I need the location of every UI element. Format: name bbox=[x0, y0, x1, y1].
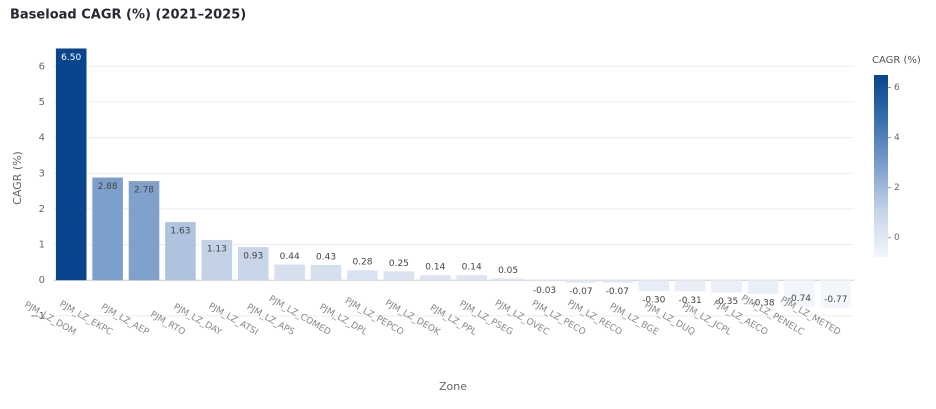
value-label: 2.88 bbox=[98, 182, 118, 192]
value-label: 0.43 bbox=[316, 252, 336, 262]
y-tick-label: 1 bbox=[39, 240, 45, 251]
y-tick-label: 0 bbox=[39, 275, 45, 286]
value-label: -0.38 bbox=[751, 298, 775, 308]
colorbar bbox=[874, 75, 888, 257]
value-label: 1.13 bbox=[207, 244, 227, 254]
bar bbox=[201, 239, 233, 281]
bar bbox=[565, 280, 597, 283]
value-label: 0.14 bbox=[425, 263, 445, 273]
colorbar-tick-label: 4 bbox=[894, 133, 900, 143]
value-label: 1.63 bbox=[170, 227, 190, 237]
value-label: -0.35 bbox=[715, 297, 738, 307]
colorbar-tick-label: 0 bbox=[894, 233, 900, 243]
bar bbox=[92, 177, 123, 281]
bar bbox=[55, 48, 87, 281]
value-label: -0.74 bbox=[788, 294, 812, 304]
colorbar-tick-label: 6 bbox=[894, 83, 900, 93]
value-label: 2.78 bbox=[134, 186, 154, 196]
bar bbox=[602, 280, 633, 283]
value-label: -0.31 bbox=[679, 296, 702, 306]
value-label: 0.05 bbox=[498, 266, 518, 276]
colorbar-tick-label: 2 bbox=[894, 183, 900, 193]
bar bbox=[274, 264, 305, 281]
bar bbox=[711, 280, 742, 293]
y-tick-label: 4 bbox=[39, 133, 45, 144]
value-label: -0.07 bbox=[606, 287, 629, 297]
bar bbox=[820, 280, 852, 308]
value-label: 0.25 bbox=[389, 259, 409, 269]
value-label: 0.44 bbox=[280, 252, 300, 262]
bar bbox=[310, 264, 342, 281]
bar bbox=[383, 271, 415, 281]
bar bbox=[784, 280, 815, 307]
value-label: 0.14 bbox=[462, 263, 482, 273]
bar bbox=[747, 280, 779, 294]
bar bbox=[347, 270, 378, 281]
bar bbox=[492, 278, 524, 281]
value-label: 6.50 bbox=[61, 53, 81, 63]
colorbar-title: CAGR (%) bbox=[872, 55, 921, 66]
value-label: 0.28 bbox=[352, 258, 372, 268]
bar bbox=[237, 247, 269, 281]
y-tick-label: 5 bbox=[39, 97, 45, 108]
bar bbox=[529, 280, 560, 282]
chart-title: Baseload CAGR (%) (2021–2025) bbox=[10, 8, 246, 23]
bar bbox=[420, 275, 451, 281]
bar bbox=[165, 222, 196, 281]
value-label: -0.03 bbox=[533, 286, 556, 296]
y-tick-label: −1 bbox=[30, 311, 45, 322]
bar bbox=[674, 280, 706, 292]
x-axis-title: Zone bbox=[439, 380, 467, 393]
value-label: -0.77 bbox=[824, 295, 847, 305]
y-tick-label: 3 bbox=[39, 168, 45, 179]
y-axis-title: CAGR (%) bbox=[11, 151, 24, 205]
value-label: -0.30 bbox=[642, 295, 666, 305]
value-label: -0.07 bbox=[569, 287, 592, 297]
bar bbox=[456, 275, 487, 281]
bar bbox=[128, 181, 160, 281]
y-tick-label: 2 bbox=[39, 204, 45, 215]
value-label: 0.93 bbox=[243, 252, 263, 262]
y-tick-label: 6 bbox=[39, 61, 45, 72]
bar bbox=[638, 280, 670, 291]
